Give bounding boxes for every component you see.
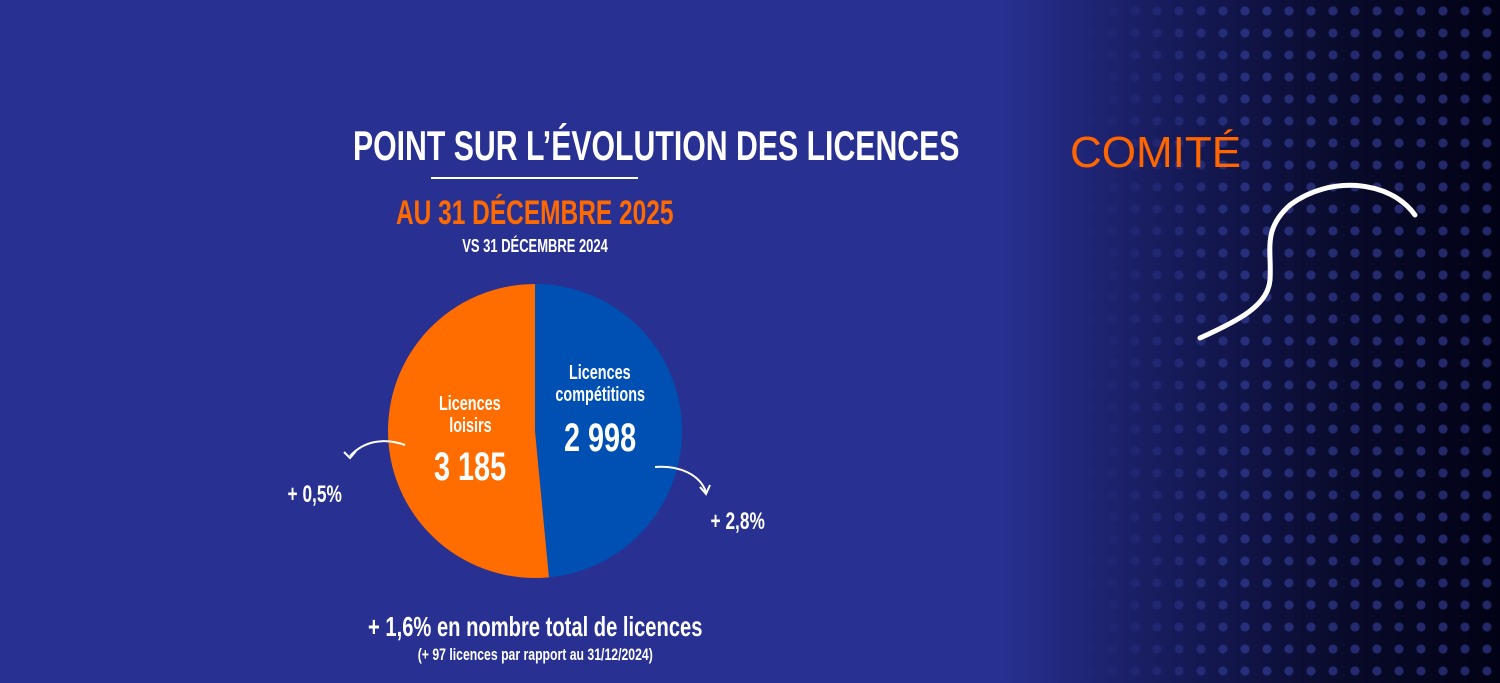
total-detail: (+ 97 licences par rapport au 31/12/2024…	[417, 645, 653, 664]
arrow-loisirs-head-icon	[343, 450, 357, 460]
swoosh-logo	[1197, 182, 1418, 341]
brand-label: COMITÉ	[1070, 128, 1242, 177]
change-competitions: + 2,8%	[710, 508, 766, 535]
title-divider	[431, 177, 638, 179]
slice-label-loisirs: Licences loisirs 3 185	[433, 393, 507, 489]
total-change: + 1,6% en nombre total de licences	[367, 611, 703, 642]
slice-label-competitions: Licences compétitions 2 998	[555, 362, 645, 460]
pie-slice-loisirs	[388, 284, 549, 578]
change-loisirs: + 0,5%	[287, 481, 343, 508]
value-loisirs: 3 185	[433, 445, 507, 489]
date-subtitle: AU 31 DÉCEMBRE 2025	[396, 194, 674, 232]
arrow-competitions-head-icon	[699, 484, 711, 496]
value-competitions: 2 998	[563, 416, 637, 460]
pie-slice-competitions	[535, 284, 683, 578]
comparison-date: VS 31 DÉCEMBRE 2024	[462, 236, 608, 256]
background-dot-pattern	[1080, 0, 1500, 683]
page-title: POINT SUR L’ÉVOLUTION DES LICENCES	[352, 122, 960, 169]
arrow-competitions-icon	[654, 465, 707, 493]
